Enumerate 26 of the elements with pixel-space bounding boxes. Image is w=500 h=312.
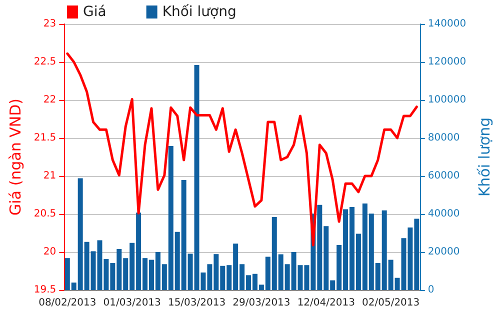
y2-tick-label: 20000	[428, 246, 460, 258]
x-tick-label: 02/05/2013	[362, 298, 420, 308]
y-tick-label: 21	[43, 170, 56, 182]
y2-axis-title: Khối lượng	[476, 117, 494, 197]
y2-tick-label: 60000	[428, 170, 460, 182]
y2-tick-label: 0	[428, 284, 434, 296]
y-tick-label: 20	[43, 246, 56, 258]
x-tick-label: 01/03/2013	[103, 298, 161, 308]
y2-tick-label: 120000	[428, 56, 466, 68]
y2-tick-label: 80000	[428, 132, 460, 144]
y-tick-label: 21.5	[34, 132, 56, 144]
legend-label: Giá	[83, 4, 106, 20]
y2-tick-label: 100000	[428, 94, 466, 106]
y-tick-label: 19.5	[34, 284, 56, 296]
y-tick-label: 20.5	[34, 208, 56, 220]
x-tick-label: 29/03/2013	[232, 298, 290, 308]
y-tick-label: 22.5	[34, 56, 56, 68]
y2-tick-label: 140000	[428, 18, 466, 30]
x-tick-label: 08/02/2013	[38, 298, 96, 308]
y-tick-label: 22	[43, 94, 56, 106]
y2-tick-label: 40000	[428, 208, 460, 220]
x-tick-label: 15/03/2013	[168, 298, 226, 308]
y-axis-title: Giá (ngàn VND)	[6, 98, 24, 216]
legend-label: Khối lượng	[162, 4, 236, 20]
x-tick-label: 12/04/2013	[297, 298, 355, 308]
y-tick-label: 23	[43, 18, 56, 30]
